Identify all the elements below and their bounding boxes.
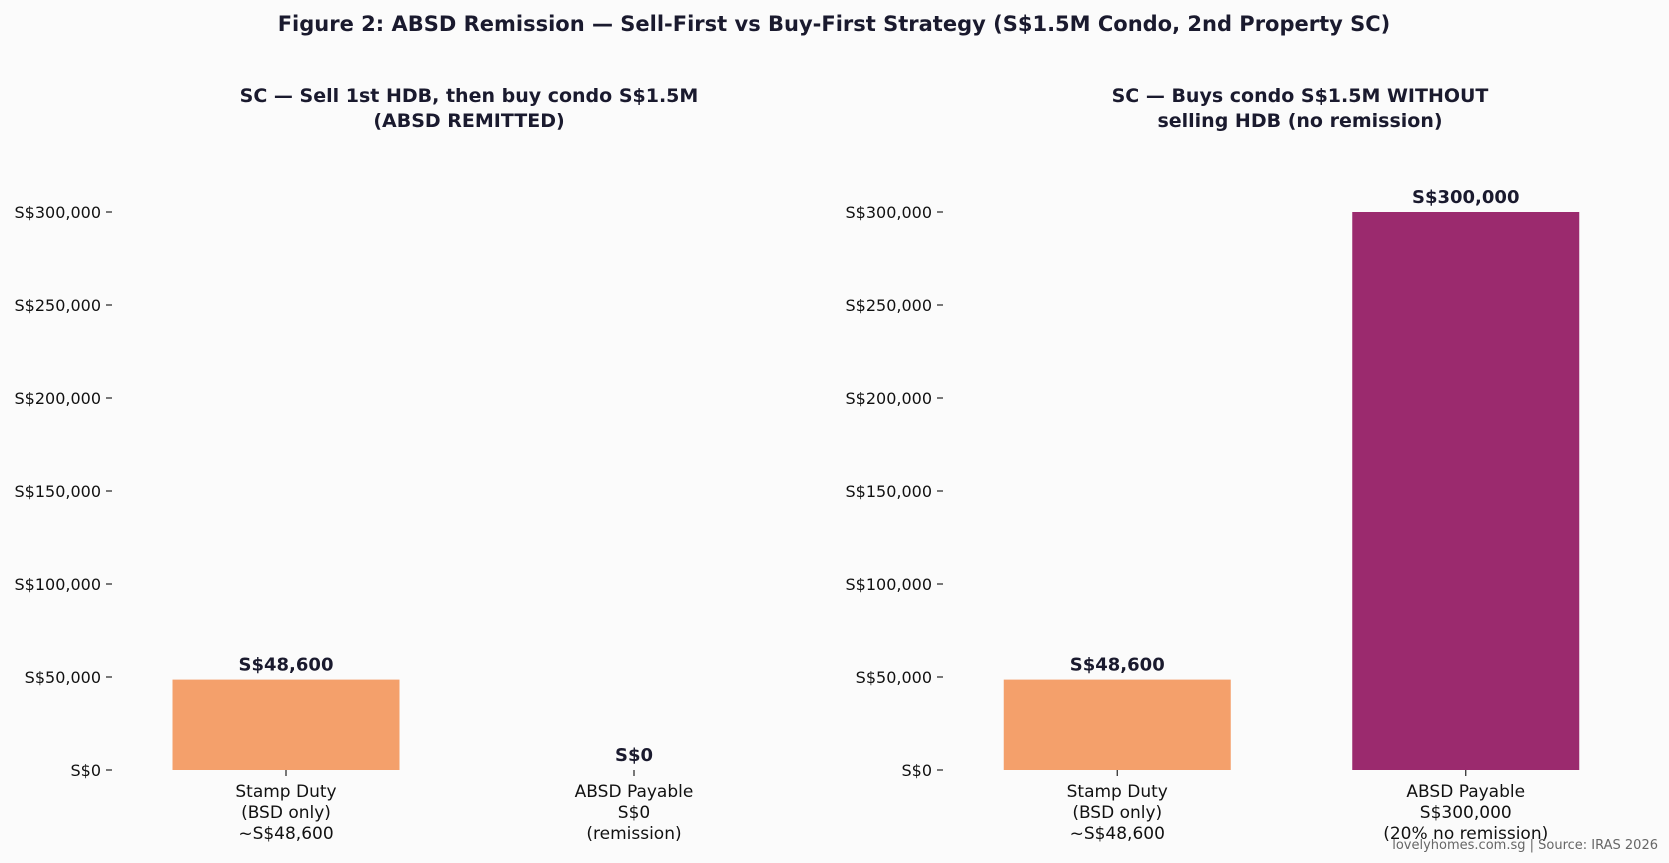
- y-tick-label: S$200,000: [846, 389, 933, 408]
- x-tick-label: (BSD only): [1072, 803, 1162, 823]
- panel-2: SC — Buys condo S$1.5M WITHOUT selling HD…: [846, 85, 1580, 844]
- x-tick-label: ~S$48,600: [238, 824, 333, 844]
- x-tick-label: (BSD only): [241, 803, 331, 823]
- figure-title: Figure 2: ABSD Remission — Sell-First vs…: [278, 12, 1391, 36]
- x-tick-label: (20% no remission): [1383, 824, 1548, 844]
- y-tick-label: S$50,000: [856, 668, 932, 687]
- panel-title-line: SC — Buys condo S$1.5M WITHOUT: [1112, 85, 1489, 107]
- bar-value-label: S$48,600: [239, 655, 334, 676]
- x-tick-label: ABSD Payable: [1406, 782, 1525, 802]
- y-tick-label: S$150,000: [15, 482, 102, 501]
- bar: [1003, 679, 1231, 770]
- footer-source: lovelyhomes.com.sg | Source: IRAS 2026: [1392, 838, 1658, 853]
- bar-value-label: S$300,000: [1412, 187, 1519, 208]
- panel-1: SC — Sell 1st HDB, then buy condo S$1.5M…: [15, 85, 699, 844]
- bar: [172, 679, 400, 770]
- y-tick-label: S$300,000: [846, 203, 933, 222]
- y-tick-label: S$300,000: [15, 203, 102, 222]
- bar: [1352, 212, 1580, 770]
- y-tick-label: S$100,000: [846, 575, 933, 594]
- x-tick-label: S$0: [618, 803, 650, 823]
- y-tick-label: S$100,000: [15, 575, 102, 594]
- x-tick-label: ABSD Payable: [575, 782, 694, 802]
- x-tick-label: Stamp Duty: [1067, 782, 1168, 802]
- x-tick-label: (remission): [586, 824, 681, 844]
- panel-title-line: SC — Sell 1st HDB, then buy condo S$1.5M: [240, 85, 699, 107]
- y-tick-label: S$200,000: [15, 389, 102, 408]
- y-tick-label: S$250,000: [15, 296, 102, 315]
- y-tick-label: S$50,000: [25, 668, 101, 687]
- y-tick-label: S$0: [901, 761, 932, 780]
- bar-value-label: S$0: [615, 745, 653, 766]
- x-tick-label: S$300,000: [1420, 803, 1512, 823]
- y-tick-label: S$0: [70, 761, 101, 780]
- x-tick-label: Stamp Duty: [235, 782, 336, 802]
- x-tick-label: ~S$48,600: [1070, 824, 1165, 844]
- bar-value-label: S$48,600: [1070, 655, 1165, 676]
- y-tick-label: S$250,000: [846, 296, 933, 315]
- panel-title-line: selling HDB (no remission): [1157, 110, 1442, 132]
- panel-title-line: (ABSD REMITTED): [373, 110, 564, 132]
- y-tick-label: S$150,000: [846, 482, 933, 501]
